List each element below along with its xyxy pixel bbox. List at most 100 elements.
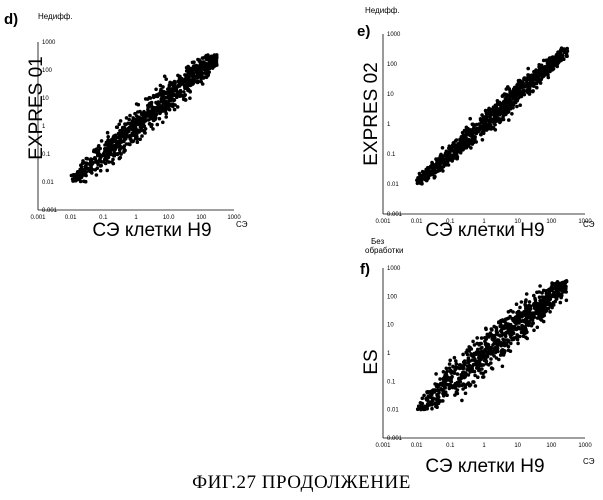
data-point (94, 157, 98, 161)
data-point (496, 344, 500, 348)
data-point (450, 375, 454, 379)
data-point (492, 334, 496, 338)
data-point (173, 85, 177, 89)
data-point (484, 350, 488, 354)
data-point (173, 88, 177, 92)
data-point (525, 83, 529, 87)
data-point (434, 405, 438, 409)
data-point (118, 144, 122, 148)
y-tick-label: 1000 (387, 266, 401, 272)
y-tick-label: 1000 (42, 40, 56, 46)
x-tick-label: 0.001 (375, 219, 391, 225)
data-point (561, 49, 565, 53)
data-point (458, 367, 462, 371)
data-point (430, 407, 434, 411)
data-point (182, 90, 186, 94)
data-point (168, 83, 172, 87)
data-point (533, 312, 537, 316)
data-point (476, 352, 480, 356)
data-point (533, 297, 537, 301)
data-point (486, 127, 490, 131)
data-point (486, 355, 490, 359)
data-point (525, 331, 529, 335)
data-point (565, 280, 569, 284)
y-tick-label: 10 (387, 92, 394, 98)
data-point (436, 393, 440, 397)
data-point (501, 333, 505, 337)
data-point (466, 382, 470, 386)
data-point (173, 108, 177, 112)
data-point (151, 127, 155, 131)
data-point (481, 138, 485, 142)
y-tick-label: 0.001 (387, 436, 403, 442)
data-point (153, 112, 157, 116)
data-point (467, 138, 471, 142)
data-point (466, 358, 470, 362)
data-point (455, 362, 459, 366)
x-tick-label: 0.01 (411, 443, 423, 449)
data-point (186, 88, 190, 92)
data-point (516, 342, 520, 346)
data-point (215, 56, 219, 60)
data-point (538, 71, 542, 75)
data-point (138, 122, 142, 126)
data-point (116, 152, 120, 156)
data-point (184, 98, 188, 102)
data-point (417, 180, 421, 184)
y-tick-label: 1 (387, 351, 391, 357)
data-point (554, 285, 558, 289)
data-point (480, 336, 484, 340)
scatter-panel-f: f) Без обработки ES СЭ клетки H9 СЭ 0.00… (355, 248, 603, 488)
data-point (516, 87, 520, 91)
data-point (507, 339, 511, 343)
data-point (461, 365, 465, 369)
data-point (548, 295, 552, 299)
data-point (96, 166, 100, 170)
data-point (505, 317, 509, 321)
data-point (207, 58, 211, 62)
data-point (517, 79, 521, 83)
data-point (499, 104, 503, 108)
data-point (123, 144, 127, 148)
data-point (460, 399, 464, 403)
data-point (166, 87, 170, 91)
data-point (497, 321, 501, 325)
data-point (528, 316, 532, 320)
x-tick-label: 0.1 (446, 219, 455, 225)
data-point (140, 134, 144, 138)
y-tick-label: 1000 (387, 32, 401, 38)
data-point (498, 117, 502, 121)
data-point (474, 384, 478, 388)
data-point (484, 328, 488, 332)
data-point (455, 147, 459, 151)
data-point (418, 177, 422, 181)
data-point (494, 351, 498, 355)
data-point (475, 366, 479, 370)
data-point (131, 140, 135, 144)
data-point (99, 160, 103, 164)
data-point (169, 98, 173, 102)
data-point (547, 307, 551, 311)
data-point (115, 142, 119, 146)
data-point (449, 370, 453, 374)
data-point (448, 387, 452, 391)
data-point (422, 407, 426, 411)
data-point (89, 157, 93, 161)
data-point (518, 103, 522, 107)
data-point (468, 370, 472, 374)
data-point (481, 375, 485, 379)
data-point (513, 320, 517, 324)
data-point (426, 166, 430, 170)
data-point (460, 384, 464, 388)
data-point (512, 94, 516, 98)
data-point (211, 62, 215, 66)
data-point (180, 93, 184, 97)
data-point (97, 152, 101, 156)
data-point (113, 154, 117, 158)
data-point (434, 397, 438, 401)
data-point (148, 122, 152, 126)
data-point (121, 131, 125, 135)
data-point (456, 388, 460, 392)
data-point (493, 342, 497, 346)
data-point (549, 286, 553, 290)
